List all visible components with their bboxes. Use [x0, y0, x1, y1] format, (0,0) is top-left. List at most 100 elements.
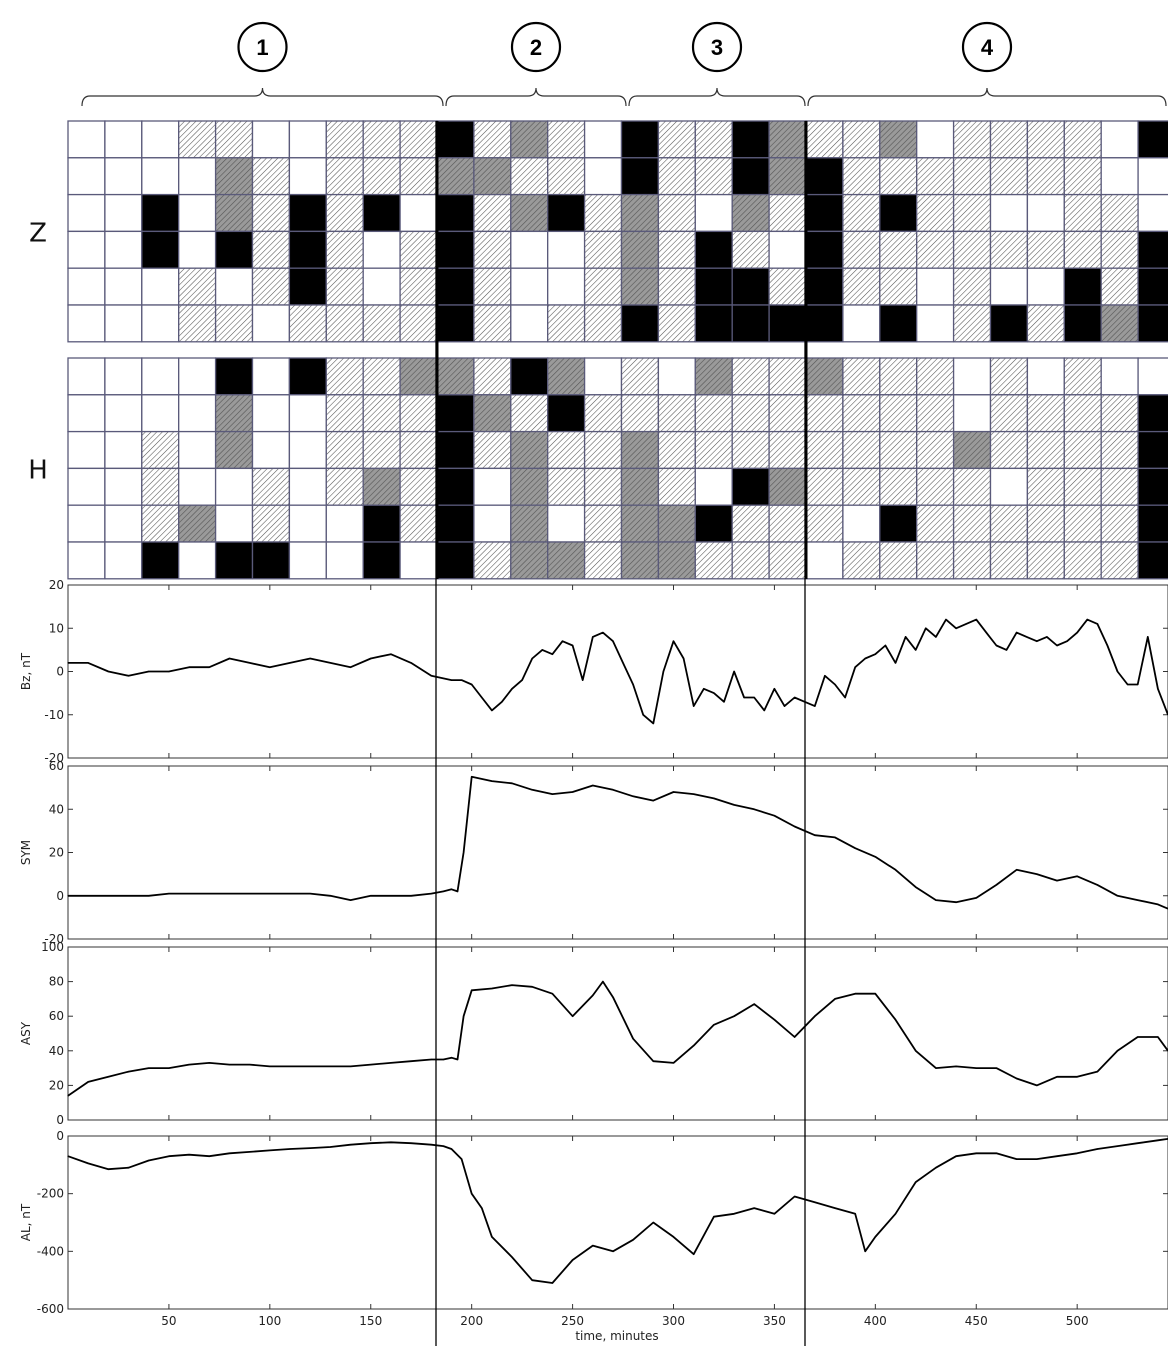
data-point [67, 895, 69, 897]
grid-cell [583, 193, 623, 233]
grid-cell [768, 394, 807, 433]
data-point [107, 1076, 109, 1078]
data-point [693, 1253, 695, 1255]
y-tick-label: 60 [49, 1009, 64, 1023]
data-point [471, 683, 473, 686]
data-point [249, 893, 251, 895]
grid-cell [620, 267, 660, 306]
grid-cell [583, 394, 623, 433]
data-point [995, 1067, 998, 1069]
grid-cell [547, 267, 586, 306]
data-point [228, 657, 231, 660]
grid-cell [805, 157, 844, 196]
data-point [713, 1024, 715, 1026]
data-point [955, 1155, 957, 1157]
data-point [1137, 1142, 1139, 1144]
data-point [713, 692, 715, 694]
data-point [67, 1155, 69, 1157]
grid-cell [879, 304, 918, 343]
grid-cell [879, 467, 918, 506]
data-point [442, 1058, 444, 1061]
grid-cell [473, 394, 512, 433]
grid-cell [473, 504, 512, 543]
data-point [632, 795, 634, 797]
data-point [511, 984, 513, 986]
grid-cell [436, 230, 475, 269]
data-point [87, 662, 89, 664]
series-line [67, 980, 1168, 1097]
grid-cell [362, 120, 401, 159]
grid-cell [657, 430, 696, 470]
grid-cell [879, 504, 918, 543]
data-point [1056, 644, 1058, 647]
grid-cell [583, 230, 623, 269]
grid-cell [399, 193, 438, 233]
data-point [329, 1146, 331, 1148]
data-point [1016, 632, 1018, 634]
grid-cell [1137, 304, 1168, 343]
data-point [501, 701, 503, 703]
data-point [995, 1152, 998, 1154]
data-point [915, 886, 917, 888]
grid-cell [473, 467, 512, 506]
grid-cell [1026, 504, 1065, 543]
data-point [551, 1282, 554, 1284]
y-tick-label: 20 [49, 1078, 64, 1092]
x-tick-label: 400 [864, 1314, 887, 1328]
x-tick-label: 500 [1066, 1314, 1089, 1328]
period-circle [510, 21, 562, 73]
data-point [208, 1062, 210, 1064]
data-point [955, 1065, 957, 1067]
data-point [612, 640, 614, 642]
data-point [289, 1148, 291, 1150]
grid-cell [842, 467, 881, 506]
data-point [1016, 1158, 1018, 1160]
grid-cell [214, 157, 254, 196]
grid-cell [842, 304, 881, 343]
grid-cell [805, 230, 844, 269]
data-point [652, 1221, 654, 1224]
period-number: 2 [530, 35, 542, 60]
grid-cell [362, 157, 401, 196]
grid-cell [510, 304, 549, 343]
data-point [531, 1279, 533, 1281]
data-point [148, 670, 150, 673]
x-tick-label: 100 [258, 1314, 281, 1328]
data-point [773, 815, 776, 817]
grid-cell [583, 157, 623, 196]
grid-cell [842, 394, 881, 433]
grid-cell [325, 541, 364, 580]
grid-cell [214, 193, 254, 233]
grid-cell [141, 467, 180, 506]
data-point [612, 789, 614, 791]
data-point [864, 657, 866, 660]
grid-cell [989, 304, 1029, 343]
grid-cell [1137, 120, 1168, 159]
grid-cell [989, 267, 1029, 306]
y-tick-label: -20 [44, 751, 64, 765]
grid-cell [989, 504, 1029, 543]
data-point [652, 800, 654, 802]
data-point [269, 666, 271, 668]
data-point [814, 834, 816, 836]
grid-cell [251, 267, 291, 306]
data-point [67, 1095, 69, 1097]
data-point [370, 657, 372, 660]
grid-cell [842, 157, 881, 196]
data-point [128, 895, 130, 897]
data-point [652, 1060, 654, 1062]
grid-cell [1026, 193, 1065, 233]
grid-cell [288, 467, 327, 506]
data-point [1137, 899, 1139, 901]
grid-cell [178, 504, 217, 543]
grid-cell [842, 541, 881, 580]
data-point [794, 1195, 796, 1198]
grid-cell [178, 304, 217, 343]
grid-cell [399, 304, 438, 343]
grid-cell [473, 430, 512, 470]
grid-cell [805, 541, 844, 580]
data-point [652, 722, 654, 725]
grid-cell [731, 157, 770, 196]
data-point [430, 1058, 432, 1061]
grid-cell [1026, 120, 1065, 159]
